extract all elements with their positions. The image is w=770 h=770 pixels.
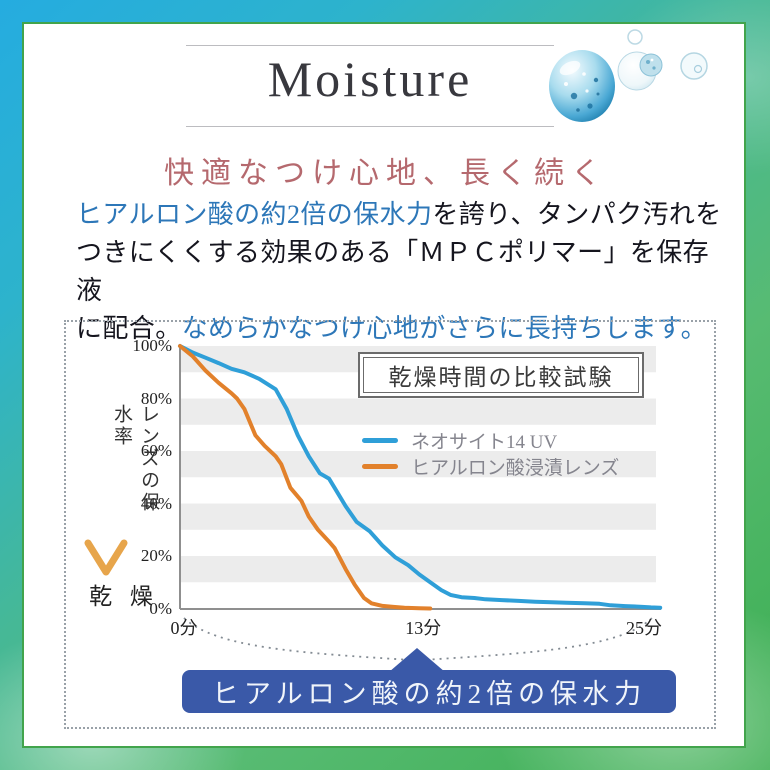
data-series — [178, 344, 663, 611]
legend-row: ネオサイト14 UV — [362, 428, 619, 453]
bubble-tiny — [627, 29, 643, 45]
y-tick-label: 20% — [140, 546, 172, 565]
header-rule-bottom — [186, 126, 554, 127]
y-tick-label: 60% — [140, 441, 172, 460]
catch-copy: 快適なつけ心地、長く続く — [164, 157, 608, 190]
bubble-right — [680, 52, 708, 80]
annotation-banner-label: ヒアルロン酸の約2倍の保水力 — [211, 679, 647, 709]
y-axis-label: レンズの保水率 — [111, 404, 159, 514]
header-rule-top — [186, 45, 554, 46]
legend-label: ヒアルロン酸浸漬レンズ — [411, 457, 620, 479]
series-line-ネオサイト14 UV — [178, 344, 663, 610]
chart-panel: 100% 80% 60% 40% 20% 0% 0分 13分 25分 レンズの保水率 乾 燥 … — [64, 320, 716, 729]
big-droplet — [549, 50, 615, 122]
chart-title: 乾燥時間の比較試験 — [363, 357, 639, 393]
legend-label: ネオサイト14 UV — [411, 431, 558, 453]
paragraph-run: つきにくくする効果のある「ＭＰＣポリマー」を保存液 — [76, 238, 710, 305]
y-tick-label: 40% — [140, 493, 172, 513]
paragraph-run: なめらかなつけ心地がさらに長持ちします。 — [181, 314, 708, 343]
legend-swatch-icon — [362, 463, 398, 469]
content-panel: Moisture — [22, 22, 746, 748]
paragraph-line: に配合。なめらかなつけ心地がさらに長持ちします。 — [76, 310, 726, 348]
paragraph-line: ヒアルロン酸の約2倍の保水力を誇り、タンパク汚れを — [76, 196, 726, 234]
dry-end-label: 乾 燥 — [89, 584, 159, 609]
chart-title-box: 乾燥時間の比較試験 — [358, 352, 644, 398]
y-tick-label: 80% — [140, 388, 172, 408]
bubble-textured — [639, 53, 663, 77]
paragraph-line: つきにくくする効果のある「ＭＰＣポリマー」を保存液 — [76, 234, 726, 310]
x-tick-label: 25分 — [626, 618, 662, 638]
page-title: Moisture — [267, 51, 473, 107]
paragraph-run: ヒアルロン酸の約2倍の保水力 — [76, 200, 433, 229]
annotation-banner: ヒアルロン酸の約2倍の保水力 — [182, 670, 676, 713]
legend-row: ヒアルロン酸浸漬レンズ — [362, 454, 620, 479]
y-tick-label: 100% — [132, 336, 172, 355]
x-tick-label: 0分 — [170, 618, 198, 638]
legend-swatch-icon — [362, 437, 398, 443]
paragraph-run: に配合。 — [76, 314, 182, 343]
arrow-head-icon — [84, 539, 128, 576]
x-tick-label: 13分 — [405, 618, 442, 638]
series-line-ヒアルロン酸浸漬レンズ — [178, 344, 433, 611]
chart-legend: ネオサイト14 UV ヒアルロン酸浸漬レンズ — [362, 428, 619, 480]
paragraph-run: を誇り、タンパク汚れを — [432, 200, 722, 229]
banner-pointer-triangle — [389, 648, 445, 672]
body-paragraph: ヒアルロン酸の約2倍の保水力を誇り、タンパク汚れをつきにくくする効果のある「ＭＰ… — [76, 196, 726, 348]
y-tick-label: 0% — [149, 598, 172, 618]
water-droplets-illustration — [549, 29, 708, 122]
